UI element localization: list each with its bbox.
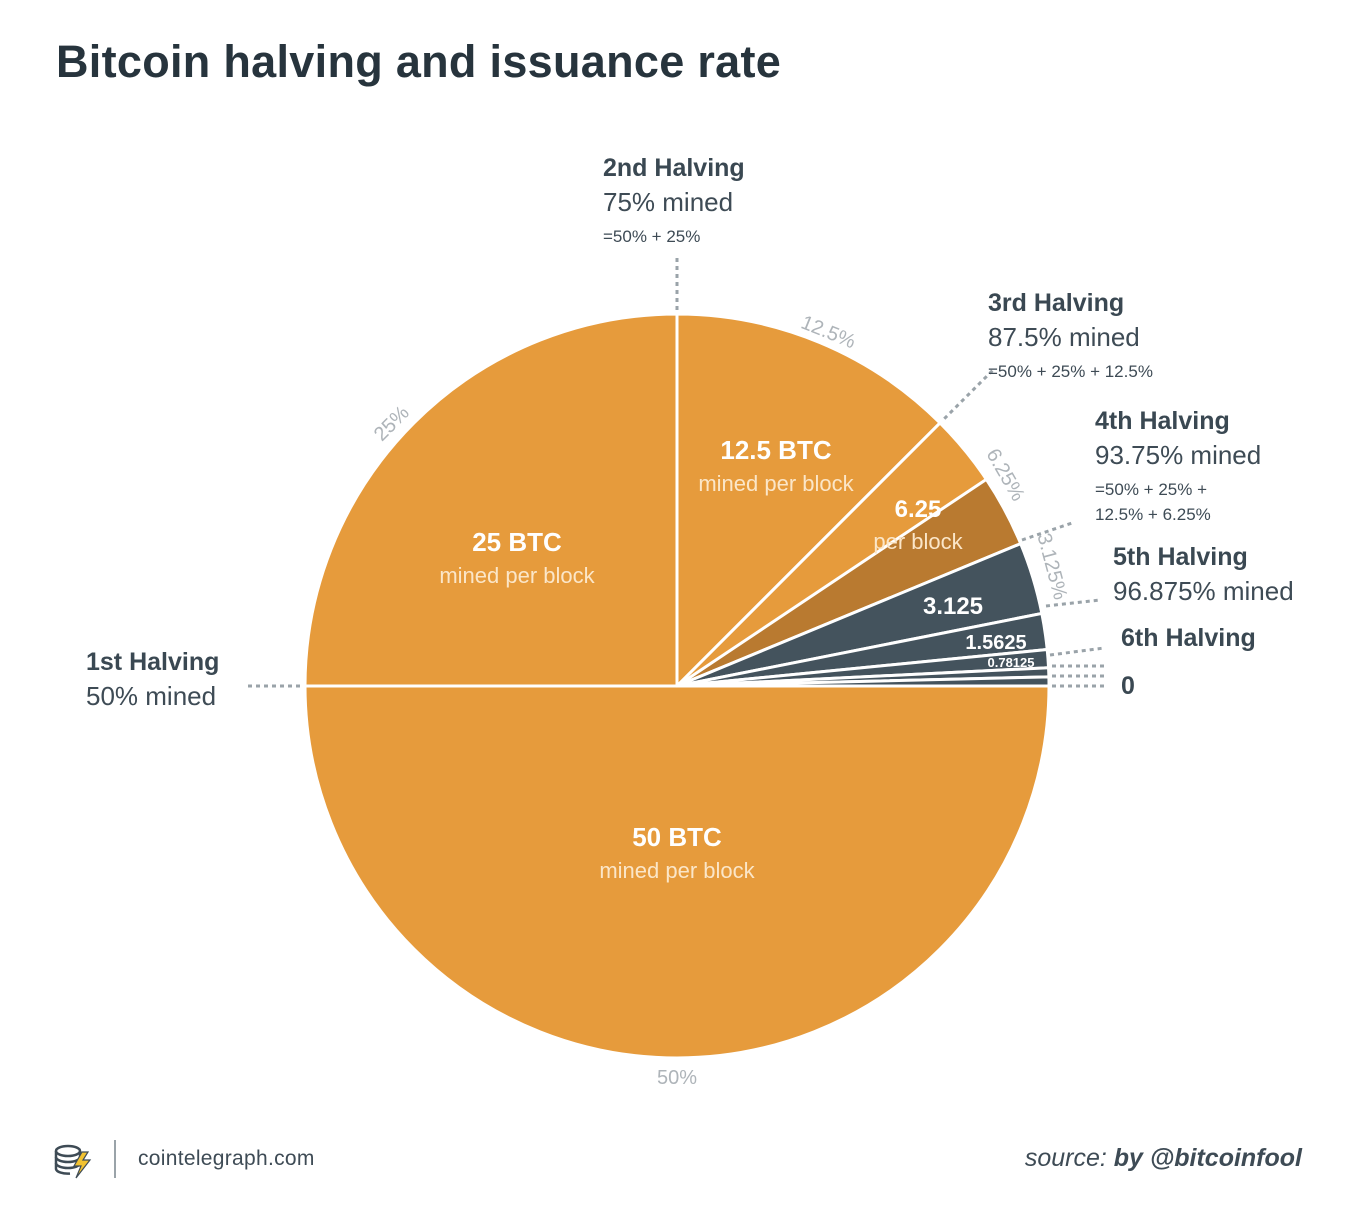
annotation-zero-label: 0 xyxy=(1121,672,1135,700)
slice-9 xyxy=(675,675,1051,688)
annotation-heading: 2nd Halving xyxy=(603,154,745,182)
annotation-mined: 96.875% mined xyxy=(1113,576,1294,606)
annotation-mined: 75% mined xyxy=(603,187,734,217)
slice-value-label: 1.5625 xyxy=(965,632,1026,654)
coin-stack-icon xyxy=(54,1144,92,1179)
annotation-heading: 4th Halving xyxy=(1095,407,1230,435)
guide-lines xyxy=(248,258,1105,688)
guide-line xyxy=(1049,646,1105,657)
guide-line xyxy=(1045,598,1101,608)
slice-value-label: 0.78125 xyxy=(988,655,1035,670)
annotation-5th-halving: 5th Halving 96.875% mined xyxy=(1113,543,1294,607)
annotation-4th-halving: 4th Halving 93.75% mined =50% + 25% + 12… xyxy=(1095,407,1261,527)
slice-value-label: 25 BTC xyxy=(472,527,562,557)
slice-percent-label: 50% xyxy=(657,1067,697,1089)
guide-line xyxy=(943,366,997,420)
annotation-formula-line-2: 12.5% + 6.25% xyxy=(1095,505,1211,524)
brand: cointelegraph.com xyxy=(52,1138,315,1180)
slice-value-label: 50 BTC xyxy=(632,822,722,852)
slice-3 xyxy=(675,312,942,688)
annotation-mined: 87.5% mined xyxy=(988,322,1140,352)
annotation-heading: 1st Halving xyxy=(86,648,220,676)
annotation-mined: 93.75% mined xyxy=(1095,440,1262,470)
slice-2 xyxy=(303,312,679,688)
pie-slices xyxy=(303,312,1051,1060)
annotation-formula-line-1: =50% + 25% + xyxy=(1095,480,1208,499)
annotation-heading: 6th Halving xyxy=(1121,624,1256,652)
slice-sub-label: mined per block xyxy=(439,563,595,588)
slice-labels: 50 BTC mined per block 25 BTC mined per blo… xyxy=(370,312,1071,1089)
annotation-heading: 3rd Halving xyxy=(988,289,1125,317)
slice-value-label: 12.5 BTC xyxy=(720,435,831,465)
slice-sub-label: mined per block xyxy=(599,858,755,883)
slice-50-btc xyxy=(303,684,1051,1060)
annotation-6th-halving: 6th Halving xyxy=(1121,624,1256,653)
annotation-mined: 50% mined xyxy=(86,681,217,711)
annotation-formula: =50% + 25% xyxy=(603,227,701,246)
source-author: by @bitcoinfool xyxy=(1113,1144,1302,1172)
slice-value-label: 3.125 xyxy=(923,593,983,620)
slice-sub-label: per block xyxy=(873,529,963,554)
annotation-zero: 0 xyxy=(1121,672,1135,701)
guide-line xyxy=(1021,520,1076,542)
source-prefix: source: xyxy=(1024,1144,1107,1172)
annotation-2nd-halving: 2nd Halving 75% mined =50% + 25% xyxy=(603,154,745,249)
annotation-1st-halving: 1st Halving 50% mined xyxy=(86,648,219,712)
source-credit: source: by @bitcoinfool xyxy=(1025,1144,1302,1173)
annotation-formula: =50% + 25% + 12.5% xyxy=(988,362,1153,381)
slice-value-label: 6.25 xyxy=(895,496,942,523)
slice-sub-label: mined per block xyxy=(698,471,854,496)
annotation-heading: 5th Halving xyxy=(1113,543,1248,571)
annotation-3rd-halving: 3rd Halving 87.5% mined =50% + 25% + 12.… xyxy=(988,289,1153,384)
annotation-formula: =50% + 25% + 12.5% + 6.25% xyxy=(1095,477,1261,527)
footer-divider xyxy=(114,1140,116,1178)
site-name: cointelegraph.com xyxy=(138,1147,315,1170)
chart-title: Bitcoin halving and issuance rate xyxy=(56,36,782,87)
